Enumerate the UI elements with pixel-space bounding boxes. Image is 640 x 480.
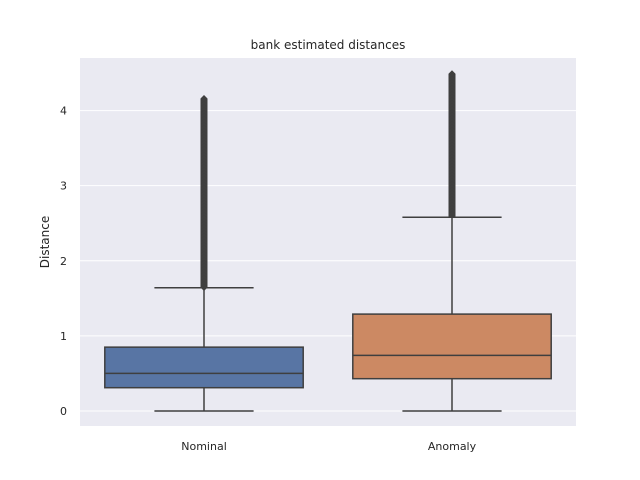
box-anomaly — [352, 70, 552, 412]
x-tick-label: Anomaly — [428, 440, 477, 453]
y-axis-label: Distance — [38, 216, 52, 268]
outlier-point — [200, 284, 208, 292]
y-tick-labels: 0 1 2 3 4 — [60, 105, 67, 418]
y-tick-label: 0 — [60, 405, 67, 418]
boxes — [104, 70, 552, 412]
chart-title: bank estimated distances — [251, 38, 406, 52]
box-nominal — [104, 95, 304, 412]
x-tick-labels: Nominal Anomaly — [181, 440, 476, 453]
outlier-point — [448, 211, 456, 219]
x-tick-label: Nominal — [181, 440, 227, 453]
y-tick-label: 1 — [60, 330, 67, 343]
y-tick-label: 3 — [60, 180, 67, 193]
y-tick-label: 2 — [60, 255, 67, 268]
y-tick-label: 4 — [60, 105, 67, 118]
outliers — [200, 95, 208, 292]
outliers — [448, 70, 456, 219]
iqr-box — [352, 313, 552, 380]
iqr-box — [104, 346, 304, 389]
